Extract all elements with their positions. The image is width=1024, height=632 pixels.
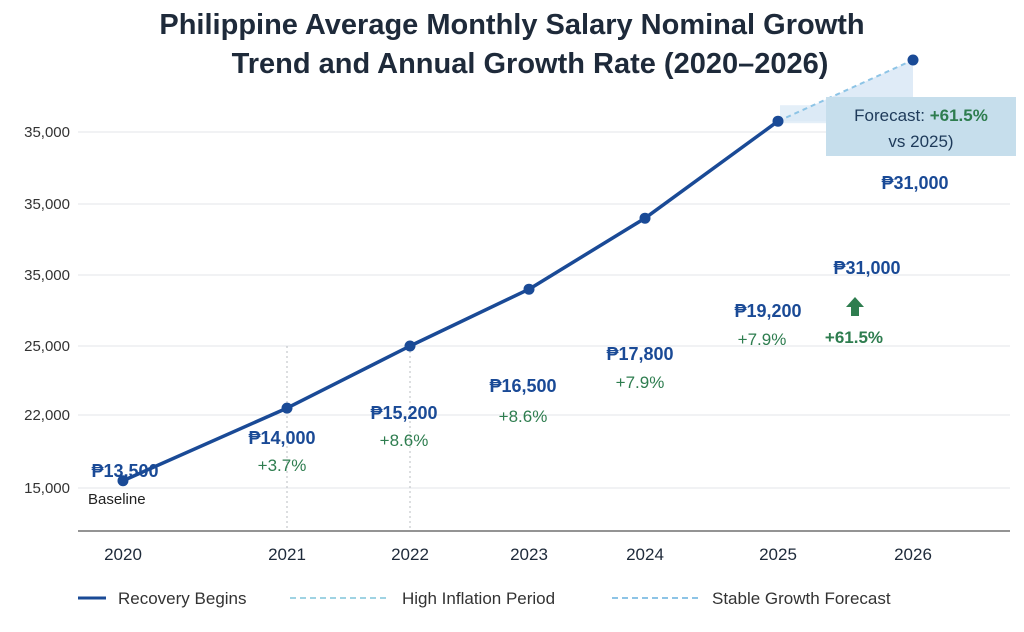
y-tick-label: 35,000 bbox=[24, 196, 70, 213]
data-label-growth: +8.6% bbox=[380, 431, 429, 450]
forecast-jump-value: +61.5% bbox=[825, 328, 883, 347]
forecast-box-value: +61.5% bbox=[930, 106, 988, 125]
data-labels: ₱13,500 Baseline ₱14,000 +3.7% ₱15,200 +8.6% ₱… bbox=[88, 173, 949, 508]
data-point bbox=[117, 475, 129, 487]
grid-lines bbox=[78, 131, 1010, 530]
data-point bbox=[523, 283, 535, 295]
data-point bbox=[281, 402, 293, 414]
data-points bbox=[117, 54, 919, 487]
x-tick-label: 2026 bbox=[894, 545, 932, 564]
x-axis: 2020 2021 2022 2023 2024 2025 2026 bbox=[78, 530, 1010, 564]
data-point bbox=[907, 54, 919, 66]
data-point bbox=[772, 115, 784, 127]
forecast-band-value: ₱31,000 bbox=[833, 258, 900, 278]
y-tick-label: 22,000 bbox=[24, 407, 70, 424]
y-tick-label: 35,000 bbox=[24, 267, 70, 284]
data-label-value: ₱19,200 bbox=[734, 301, 801, 321]
y-tick-label: 15,000 bbox=[24, 480, 70, 497]
forecast-box-line-2: vs 2025) bbox=[888, 132, 953, 151]
annotations: Forecast: +61.5% vs 2025) ₱31,000 +61.5% bbox=[825, 97, 1016, 347]
legend: Recovery Begins High Inflation Period Stab… bbox=[78, 589, 891, 608]
data-label-value: ₱17,800 bbox=[606, 344, 673, 364]
series-line-forecast bbox=[777, 59, 914, 123]
data-label-growth: +7.9% bbox=[616, 373, 665, 392]
x-tick-label: 2024 bbox=[626, 545, 664, 564]
forecast-box-line-1: Forecast: +61.5% bbox=[854, 106, 988, 125]
x-tick-label: 2020 bbox=[104, 545, 142, 564]
legend-label: Recovery Begins bbox=[118, 589, 247, 608]
series-line-recovery bbox=[122, 119, 780, 483]
data-label-growth: +8.6% bbox=[499, 407, 548, 426]
legend-label: Stable Growth Forecast bbox=[712, 589, 891, 608]
forecast-box bbox=[826, 97, 1016, 156]
data-label-growth: +3.7% bbox=[258, 456, 307, 475]
y-axis-tick-labels: 35,000 35,000 35,000 25,000 22,000 15,000 bbox=[24, 124, 70, 497]
chart-title: Philippine Average Monthly Salary Nomina… bbox=[0, 6, 1024, 84]
data-label-value: ₱31,000 bbox=[881, 173, 948, 193]
forecast-box-prefix: Forecast: bbox=[854, 106, 930, 125]
x-tick-label: 2023 bbox=[510, 545, 548, 564]
legend-label: High Inflation Period bbox=[402, 589, 555, 608]
up-arrow-icon bbox=[846, 297, 864, 316]
series-lines bbox=[122, 59, 914, 483]
data-label-growth: +7.9% bbox=[738, 330, 787, 349]
data-label-baseline: Baseline bbox=[88, 491, 146, 508]
data-label-value: ₱15,200 bbox=[370, 403, 437, 423]
data-point bbox=[404, 340, 416, 352]
data-point bbox=[639, 212, 651, 224]
x-tick-label: 2022 bbox=[391, 545, 429, 564]
chart-title-line-1: Philippine Average Monthly Salary Nomina… bbox=[159, 9, 865, 41]
chart-title-line-2: Trend and Annual Growth Rate (2020–2026) bbox=[231, 48, 829, 80]
x-tick-label: 2021 bbox=[268, 545, 306, 564]
data-label-value: ₱14,000 bbox=[248, 428, 315, 448]
data-label-value: ₱13,500 bbox=[91, 461, 158, 481]
x-tick-label: 2025 bbox=[759, 545, 797, 564]
data-label-value: ₱16,500 bbox=[489, 376, 556, 396]
y-tick-label: 25,000 bbox=[24, 338, 70, 355]
y-tick-label: 35,000 bbox=[24, 124, 70, 141]
